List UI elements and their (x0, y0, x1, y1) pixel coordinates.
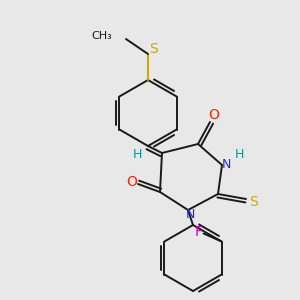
Text: H: H (234, 148, 244, 161)
Text: F: F (195, 224, 203, 239)
Text: O: O (127, 175, 137, 189)
Text: S: S (148, 42, 158, 56)
Text: S: S (249, 195, 257, 209)
Text: N: N (221, 158, 231, 170)
Text: CH₃: CH₃ (91, 31, 112, 41)
Text: O: O (208, 108, 219, 122)
Text: H: H (132, 148, 142, 161)
Text: N: N (185, 208, 195, 221)
